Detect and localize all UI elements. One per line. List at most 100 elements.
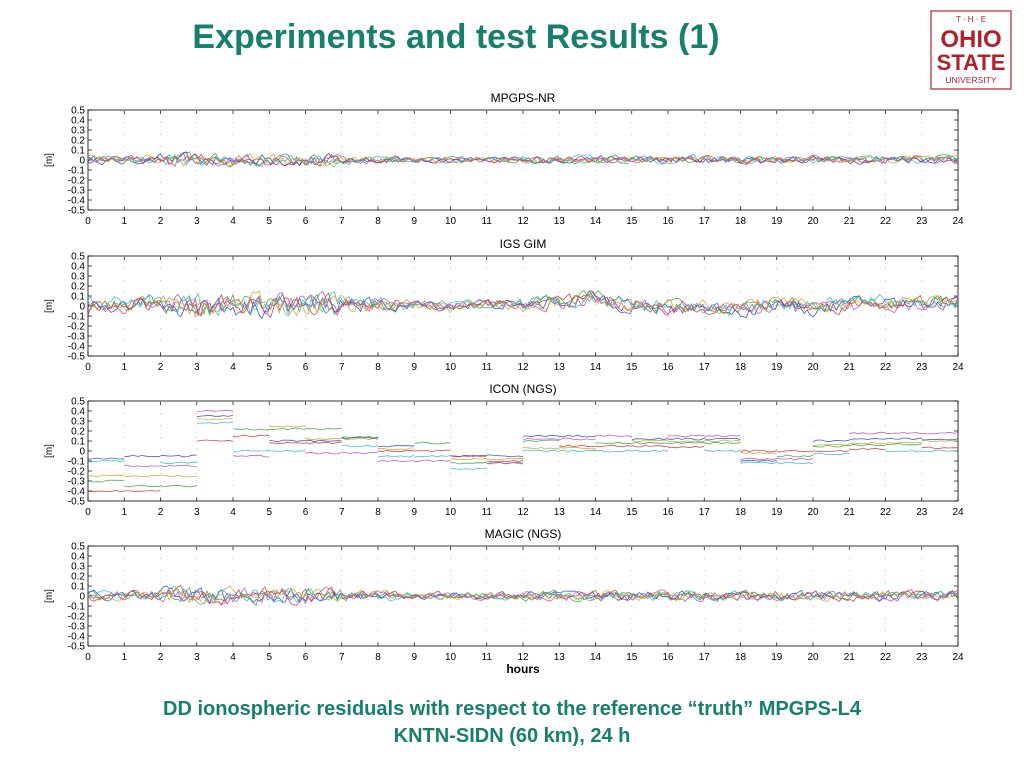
y-tick-label: -0.4 [68, 342, 86, 353]
x-tick-label: 3 [194, 216, 200, 227]
x-tick-label: 14 [590, 362, 602, 373]
series-segment [87, 474, 125, 478]
series-segment [341, 451, 379, 455]
x-tick-label: 12 [517, 216, 529, 227]
x-tick-label: 5 [266, 652, 272, 663]
university-logo: T · H · E OHIO STATE UNIVERSITY [930, 10, 1012, 90]
x-tick-label: 20 [807, 652, 819, 663]
y-tick-label: 0.5 [71, 397, 85, 408]
series-segment [232, 449, 270, 453]
y-tick-label: 0.4 [71, 116, 85, 127]
series-segment [486, 457, 524, 461]
series-segment [812, 449, 850, 453]
y-tick-label: 0.2 [71, 572, 85, 583]
series-segment [450, 467, 487, 471]
x-tick-label: 4 [230, 507, 236, 518]
x-tick-label: 5 [266, 507, 272, 518]
series-line [87, 151, 959, 167]
x-tick-label: 1 [121, 652, 127, 663]
series-segment [559, 449, 596, 453]
series-segment [196, 421, 234, 425]
series-segment [740, 461, 777, 465]
series-segment [921, 446, 959, 450]
y-tick-label: -0.3 [68, 332, 86, 343]
x-tick-label: 14 [590, 652, 602, 663]
series-segment [885, 443, 922, 446]
series-segment [232, 428, 270, 431]
chart-title: IGS GIM [500, 237, 547, 251]
series-segment [522, 449, 560, 453]
y-axis-label: [m] [44, 444, 55, 458]
series-segment [414, 455, 451, 458]
x-tick-label: 6 [303, 652, 309, 663]
y-axis-label: [m] [44, 153, 55, 167]
series-segment [704, 449, 741, 453]
x-tick-label: 18 [735, 507, 747, 518]
series-segment [450, 454, 487, 458]
series-segment [486, 454, 524, 458]
series-segment [124, 475, 161, 477]
series-segment [196, 409, 234, 412]
y-tick-label: 0.4 [71, 262, 85, 273]
y-tick-label: 0.3 [71, 272, 85, 283]
x-tick-label: 1 [121, 216, 127, 227]
series-line [87, 586, 959, 606]
series-segment [196, 414, 234, 417]
x-tick-label: 0 [85, 652, 91, 663]
series-segment [377, 459, 415, 463]
x-tick-label: 15 [626, 216, 638, 227]
series-line [87, 290, 959, 318]
x-tick-label: 10 [445, 507, 457, 518]
series-segment [885, 450, 922, 453]
chart-title: MAGIC (NGS) [485, 527, 562, 541]
series-segment [305, 437, 342, 441]
x-tick-label: 17 [699, 216, 711, 227]
x-tick-label: 5 [266, 362, 272, 373]
x-tick-label: 16 [662, 362, 674, 373]
y-tick-label: -0.4 [68, 487, 86, 498]
series-segment [124, 464, 161, 468]
series-segment [305, 427, 342, 430]
x-tick-label: 19 [771, 507, 783, 518]
series-segment [196, 417, 234, 421]
x-tick-label: 13 [554, 652, 566, 663]
x-tick-label: 4 [230, 652, 236, 663]
x-tick-label: 24 [952, 216, 964, 227]
series-segment [414, 441, 451, 445]
series-segment [87, 479, 125, 483]
x-tick-label: 20 [807, 362, 819, 373]
series-segment [812, 444, 850, 448]
x-tick-label: 23 [916, 652, 928, 663]
x-tick-label: 10 [445, 362, 457, 373]
x-tick-label: 11 [482, 362, 493, 373]
x-tick-label: 9 [411, 652, 417, 663]
series-segment [87, 457, 125, 460]
x-tick-label: 8 [375, 507, 381, 518]
series-line [87, 153, 959, 168]
y-tick-label: -0.3 [68, 477, 86, 488]
series-segment [269, 441, 306, 444]
x-tick-label: 7 [339, 362, 345, 373]
x-tick-label: 6 [303, 216, 309, 227]
y-tick-label: 0.4 [71, 407, 85, 418]
x-tick-label: 3 [194, 507, 200, 518]
x-tick-label: 21 [844, 362, 856, 373]
y-tick-label: -0.4 [68, 632, 86, 643]
y-tick-label: -0.2 [68, 612, 86, 623]
y-axis-label: [m] [44, 299, 55, 313]
x-tick-label: 8 [375, 362, 381, 373]
x-tick-label: 10 [445, 216, 457, 227]
series-segment [704, 437, 741, 441]
series-segment [776, 457, 814, 461]
series-segment [450, 454, 487, 458]
series-segment [124, 454, 161, 458]
y-tick-label: -0.3 [68, 622, 86, 633]
x-tick-label: 9 [411, 362, 417, 373]
series-segment [776, 449, 814, 453]
y-tick-label: 0 [79, 156, 85, 167]
x-tick-label: 24 [952, 652, 964, 663]
series-segment [631, 444, 669, 448]
x-tick-label: 23 [916, 362, 928, 373]
series-segment [196, 439, 234, 442]
series-segment [87, 489, 125, 493]
